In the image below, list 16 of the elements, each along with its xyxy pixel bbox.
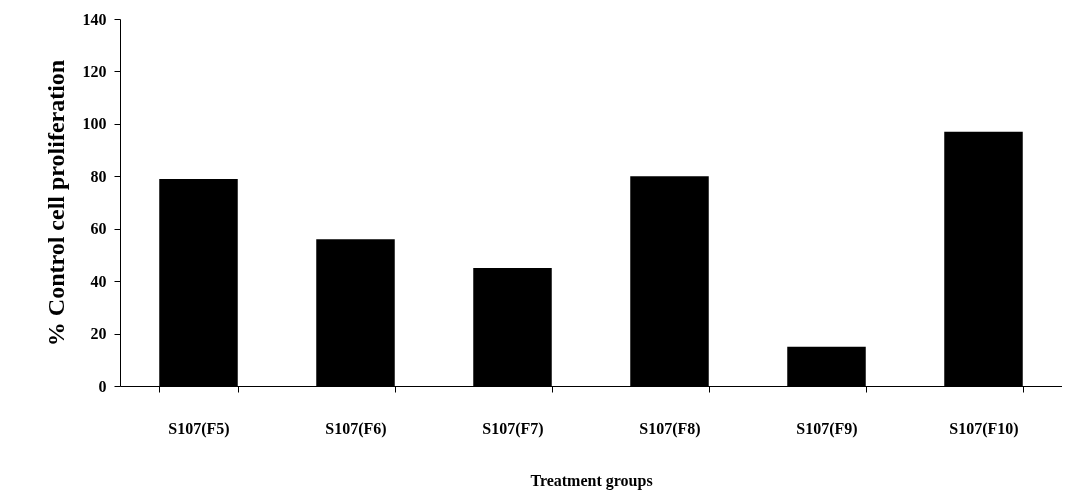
y-tick-label: 140 xyxy=(82,10,107,28)
y-tick-label: 20 xyxy=(90,325,107,343)
y-tick-label: 0 xyxy=(98,377,107,395)
y-tick-label: 100 xyxy=(82,115,107,133)
y-tick-label: 80 xyxy=(90,167,107,185)
y-tick-label: 120 xyxy=(82,62,107,80)
x-tick-label: S107(F8) xyxy=(639,419,701,438)
x-axis-title: Treatment groups xyxy=(530,471,653,490)
x-tick-label: S107(F7) xyxy=(482,419,544,438)
x-tick-label: S107(F10) xyxy=(949,419,1019,438)
x-tick-label: S107(F9) xyxy=(796,419,858,438)
y-tick-label: 40 xyxy=(90,272,107,290)
x-tick-label: S107(F6) xyxy=(325,419,387,438)
y-axis-title: % Control cell proliferation xyxy=(42,59,69,347)
y-tick-label: 60 xyxy=(90,220,107,238)
x-tick-label: S107(F5) xyxy=(168,419,230,438)
